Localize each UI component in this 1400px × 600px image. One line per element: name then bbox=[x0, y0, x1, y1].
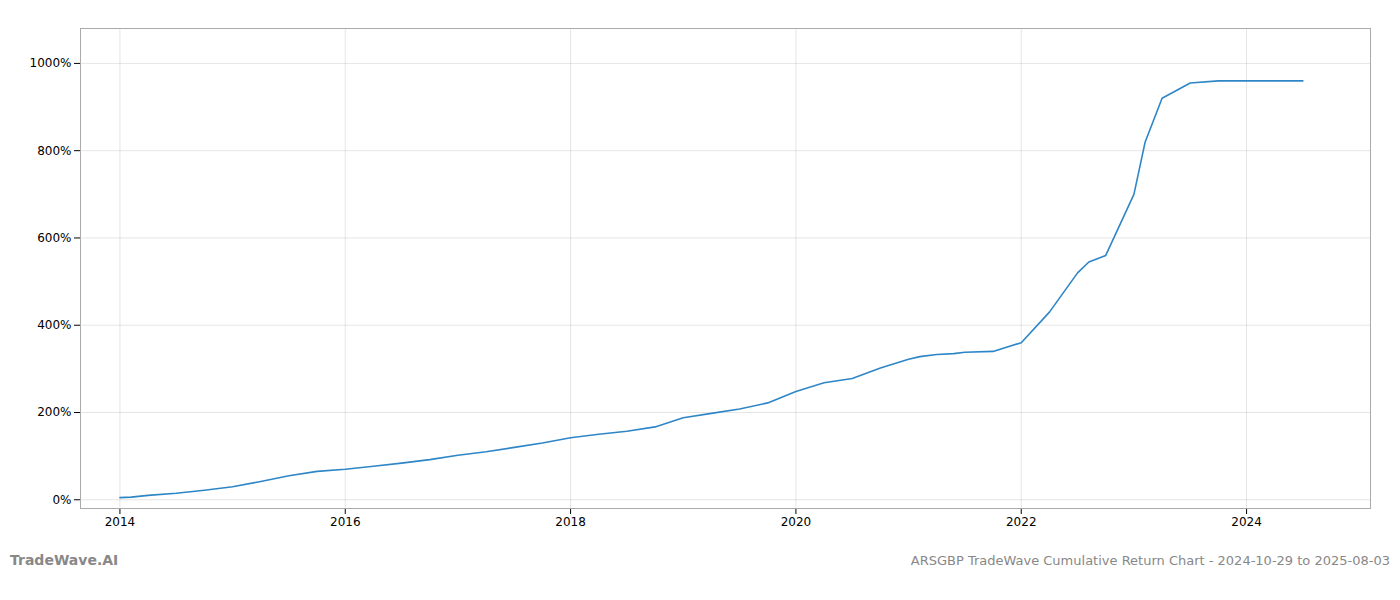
svg-text:600%: 600% bbox=[37, 231, 71, 245]
svg-text:800%: 800% bbox=[37, 144, 71, 158]
html-text:ARSGBP TradeWave Cumulative Re: ARSGBP TradeWave Cumulative Return Chart… bbox=[910, 553, 1390, 568]
svg-text:0%: 0% bbox=[52, 493, 71, 507]
svg-text:200%: 200% bbox=[37, 405, 71, 419]
svg-text:2024: 2024 bbox=[1231, 515, 1262, 529]
svg-text:2020: 2020 bbox=[781, 515, 812, 529]
svg-text:1000%: 1000% bbox=[30, 56, 72, 70]
svg-text:2022: 2022 bbox=[1006, 515, 1037, 529]
svg-text:2016: 2016 bbox=[330, 515, 361, 529]
svg-text:400%: 400% bbox=[37, 318, 71, 332]
svg-text:2014: 2014 bbox=[105, 515, 136, 529]
svg-text:2018: 2018 bbox=[555, 515, 586, 529]
html-text:TradeWave.AI: TradeWave.AI bbox=[10, 552, 119, 568]
